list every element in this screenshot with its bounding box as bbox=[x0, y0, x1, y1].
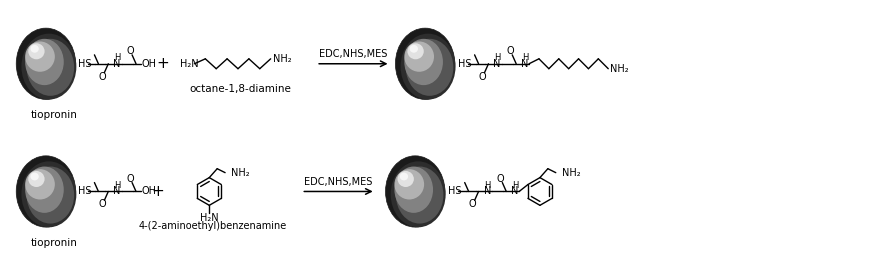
Ellipse shape bbox=[407, 43, 423, 59]
Text: OH: OH bbox=[142, 59, 156, 69]
Text: tiopronin: tiopronin bbox=[30, 238, 77, 248]
Ellipse shape bbox=[409, 45, 417, 53]
Text: 4-(2-aminoethyl)benzenamine: 4-(2-aminoethyl)benzenamine bbox=[138, 221, 286, 231]
Ellipse shape bbox=[399, 173, 408, 180]
Ellipse shape bbox=[27, 167, 74, 224]
Ellipse shape bbox=[395, 28, 454, 100]
Text: N: N bbox=[493, 59, 501, 69]
Text: H: H bbox=[521, 53, 527, 62]
Text: N: N bbox=[511, 187, 518, 197]
Ellipse shape bbox=[25, 167, 63, 213]
Text: +: + bbox=[156, 56, 169, 71]
Ellipse shape bbox=[405, 39, 453, 96]
Ellipse shape bbox=[17, 28, 76, 100]
Ellipse shape bbox=[394, 169, 423, 200]
Ellipse shape bbox=[25, 39, 63, 85]
Ellipse shape bbox=[25, 169, 55, 200]
Text: HS: HS bbox=[77, 59, 91, 69]
Ellipse shape bbox=[17, 156, 76, 227]
Ellipse shape bbox=[404, 39, 442, 85]
Text: O: O bbox=[98, 199, 106, 209]
Ellipse shape bbox=[30, 45, 39, 53]
Text: O: O bbox=[126, 46, 134, 56]
Text: H: H bbox=[114, 181, 120, 190]
Text: NH₂: NH₂ bbox=[561, 168, 580, 178]
Text: O: O bbox=[126, 173, 134, 183]
Ellipse shape bbox=[394, 167, 433, 213]
Text: O: O bbox=[98, 72, 106, 82]
Ellipse shape bbox=[385, 156, 444, 227]
Text: H₂N: H₂N bbox=[200, 213, 218, 223]
Text: tiopronin: tiopronin bbox=[30, 110, 77, 120]
Text: N: N bbox=[113, 187, 121, 197]
Ellipse shape bbox=[27, 39, 74, 96]
Ellipse shape bbox=[397, 171, 414, 187]
Text: O: O bbox=[506, 46, 514, 56]
Text: HS: HS bbox=[448, 187, 461, 197]
Text: H: H bbox=[114, 53, 120, 62]
Ellipse shape bbox=[404, 41, 434, 72]
Text: NH₂: NH₂ bbox=[609, 64, 628, 74]
Ellipse shape bbox=[395, 167, 443, 224]
Ellipse shape bbox=[28, 43, 44, 59]
Text: O: O bbox=[478, 72, 486, 82]
Text: +: + bbox=[151, 184, 164, 199]
Text: NH₂: NH₂ bbox=[231, 168, 249, 178]
Text: OH: OH bbox=[142, 187, 156, 197]
Ellipse shape bbox=[28, 171, 44, 187]
Text: NH₂: NH₂ bbox=[272, 54, 291, 64]
Text: H: H bbox=[484, 181, 490, 190]
Text: O: O bbox=[468, 199, 476, 209]
Ellipse shape bbox=[30, 173, 39, 180]
Ellipse shape bbox=[22, 161, 76, 227]
Text: N: N bbox=[113, 59, 121, 69]
Ellipse shape bbox=[25, 41, 55, 72]
Text: N: N bbox=[521, 59, 527, 69]
Text: H₂N: H₂N bbox=[179, 59, 198, 69]
Text: O: O bbox=[496, 173, 503, 183]
Text: H: H bbox=[512, 181, 518, 190]
Text: HS: HS bbox=[77, 187, 91, 197]
Text: HS: HS bbox=[457, 59, 471, 69]
Text: octane-1,8-diamine: octane-1,8-diamine bbox=[189, 83, 290, 93]
Ellipse shape bbox=[22, 34, 76, 100]
Ellipse shape bbox=[400, 34, 455, 100]
Text: N: N bbox=[483, 187, 490, 197]
Text: EDC,NHS,MES: EDC,NHS,MES bbox=[319, 49, 387, 59]
Text: H: H bbox=[494, 53, 500, 62]
Ellipse shape bbox=[390, 161, 445, 227]
Text: EDC,NHS,MES: EDC,NHS,MES bbox=[304, 177, 372, 187]
